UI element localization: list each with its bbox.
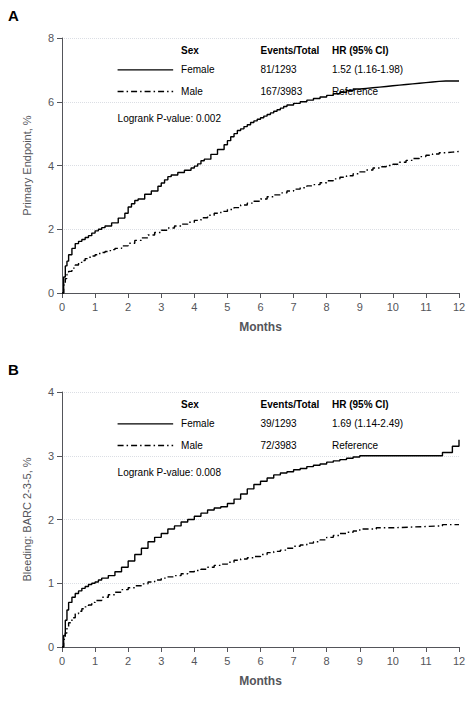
svg-text:12: 12 [453,301,465,313]
svg-text:39/1293: 39/1293 [261,418,298,429]
svg-text:10: 10 [387,655,399,667]
svg-text:12: 12 [453,655,465,667]
svg-text:Reference: Reference [332,86,379,98]
svg-text:0: 0 [48,287,54,299]
svg-text:3: 3 [158,655,164,667]
svg-text:1: 1 [92,655,98,667]
svg-text:6: 6 [257,301,263,313]
svg-text:167/3983: 167/3983 [261,86,303,97]
svg-text:8: 8 [324,655,330,667]
svg-text:1.52 (1.16-1.98): 1.52 (1.16-1.98) [332,64,403,75]
svg-text:Sex: Sex [181,399,199,410]
svg-text:Reference: Reference [332,440,379,451]
svg-text:0: 0 [59,655,65,667]
svg-text:4: 4 [48,160,54,172]
svg-text:Male: Male [181,86,203,97]
svg-text:5: 5 [224,301,230,313]
svg-text:9: 9 [357,655,363,667]
svg-text:2: 2 [48,514,54,526]
svg-text:72/3983: 72/3983 [261,440,298,451]
svg-text:Events/Total: Events/Total [261,45,320,56]
svg-text:3: 3 [158,301,164,313]
svg-text:HR (95% CI): HR (95% CI) [332,45,389,56]
svg-text:Bleeding: BARC 2-3-5, %: Bleeding: BARC 2-3-5, % [21,457,33,581]
svg-text:Female: Female [181,418,215,429]
svg-text:8: 8 [48,32,54,44]
svg-text:Months: Months [239,320,282,334]
svg-text:Primary Endpoint, %: Primary Endpoint, % [21,115,33,215]
svg-text:3: 3 [48,450,54,462]
svg-text:6: 6 [257,655,263,667]
svg-text:8: 8 [324,301,330,313]
svg-text:HR (95% CI): HR (95% CI) [332,399,389,410]
svg-text:1: 1 [48,577,54,589]
svg-text:5: 5 [224,655,230,667]
svg-text:81/1293: 81/1293 [261,64,298,75]
svg-text:7: 7 [291,301,297,313]
svg-text:6: 6 [48,96,54,108]
svg-text:9: 9 [357,301,363,313]
svg-text:Male: Male [181,440,203,451]
svg-text:Months: Months [239,674,282,688]
svg-text:B: B [8,361,19,378]
svg-text:1: 1 [92,301,98,313]
svg-text:1.69 (1.14-2.49): 1.69 (1.14-2.49) [332,418,403,429]
svg-text:11: 11 [420,655,431,667]
svg-text:Logrank P-value: 0.008: Logrank P-value: 0.008 [118,467,222,478]
svg-text:2: 2 [125,301,131,313]
svg-text:0: 0 [59,301,65,313]
svg-text:Events/Total: Events/Total [261,399,320,410]
svg-text:11: 11 [420,301,431,313]
svg-text:4: 4 [191,655,197,667]
svg-text:7: 7 [291,655,297,667]
svg-text:4: 4 [191,301,197,313]
svg-text:2: 2 [125,655,131,667]
svg-text:10: 10 [387,301,399,313]
svg-text:Female: Female [181,64,215,75]
svg-text:4: 4 [48,386,54,398]
svg-text:Logrank P-value: 0.002: Logrank P-value: 0.002 [118,113,222,124]
svg-text:0: 0 [48,641,54,653]
svg-text:A: A [8,7,19,24]
svg-text:Sex: Sex [181,45,199,56]
svg-text:2: 2 [48,223,54,235]
